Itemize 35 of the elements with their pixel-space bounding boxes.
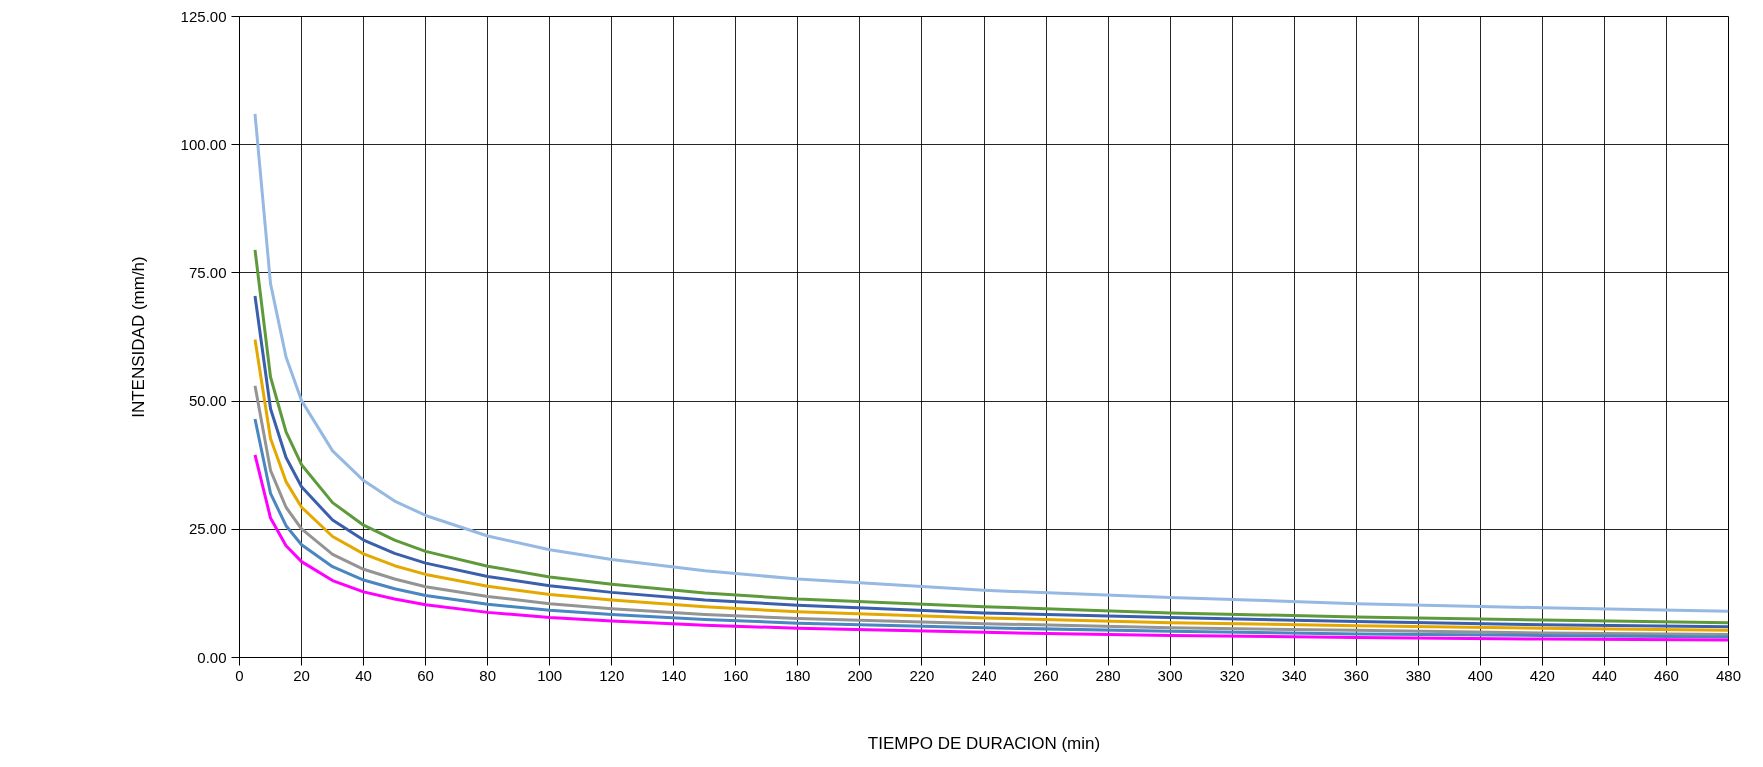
x-tick-label: 260 bbox=[1033, 666, 1059, 684]
y-tick-label: 25.00 bbox=[188, 520, 227, 538]
x-tick-label: 160 bbox=[723, 666, 749, 684]
x-tick-label: 0 bbox=[235, 666, 244, 684]
x-tick-label: 460 bbox=[1653, 666, 1679, 684]
x-tick-label: 380 bbox=[1405, 666, 1431, 684]
y-tick-label: 50.00 bbox=[188, 392, 227, 410]
y-tick-label: 125.00 bbox=[180, 7, 227, 25]
x-tick-label: 420 bbox=[1529, 666, 1555, 684]
x-tick-label: 320 bbox=[1219, 666, 1245, 684]
y-tick-label: 0.00 bbox=[197, 648, 227, 666]
y-tick-label: 100.00 bbox=[180, 135, 227, 153]
x-tick-label: 220 bbox=[909, 666, 935, 684]
x-tick-label: 80 bbox=[479, 666, 497, 684]
x-tick-label: 20 bbox=[293, 666, 310, 684]
x-tick-label: 100 bbox=[537, 666, 563, 684]
x-tick-label: 340 bbox=[1281, 666, 1307, 684]
x-tick-label: 440 bbox=[1591, 666, 1617, 684]
x-tick-label: 240 bbox=[971, 666, 997, 684]
y-axis-title: INTENSIDAD (mm/h) bbox=[128, 256, 148, 418]
x-tick-label: 400 bbox=[1467, 666, 1493, 684]
x-axis-title: TIEMPO DE DURACION (min) bbox=[867, 733, 1101, 753]
x-tick-label: 140 bbox=[661, 666, 687, 684]
x-tick-label: 200 bbox=[847, 666, 873, 684]
line-series bbox=[253, 453, 1729, 642]
line-series bbox=[253, 112, 1729, 613]
x-tick-label: 280 bbox=[1095, 666, 1121, 684]
x-tick-label: 180 bbox=[785, 666, 811, 684]
x-tick-label: 300 bbox=[1157, 666, 1183, 684]
x-tick-label: 120 bbox=[599, 666, 625, 684]
x-tick-label: 360 bbox=[1343, 666, 1369, 684]
y-tick-label: 75.00 bbox=[188, 263, 227, 281]
x-tick-label: 480 bbox=[1715, 666, 1742, 684]
x-tick-label: 60 bbox=[417, 666, 434, 684]
x-tick-label: 40 bbox=[355, 666, 372, 684]
